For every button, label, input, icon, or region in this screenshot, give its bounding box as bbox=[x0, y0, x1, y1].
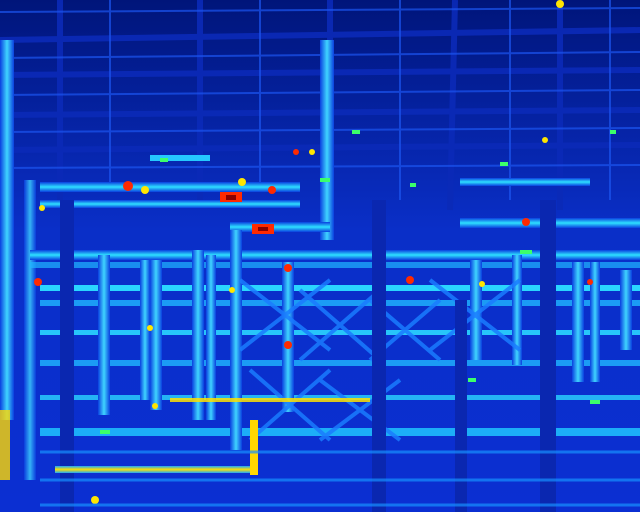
vertical-pipes bbox=[98, 230, 632, 450]
warm-flecks bbox=[100, 130, 616, 434]
dark-columns bbox=[60, 200, 556, 512]
hot-spots bbox=[34, 0, 593, 504]
hot-lower-pipe bbox=[0, 398, 370, 480]
lower-floor bbox=[40, 450, 640, 507]
